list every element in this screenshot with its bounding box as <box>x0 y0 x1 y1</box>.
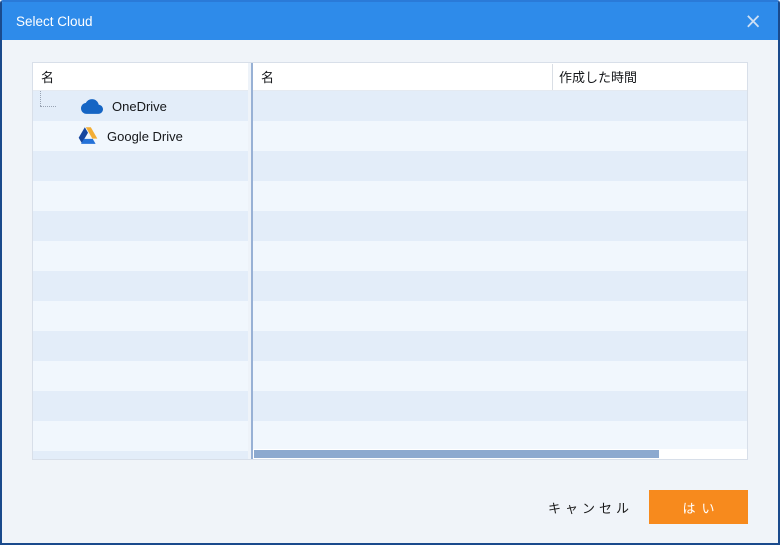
list-item-google-drive[interactable]: Google Drive <box>33 121 248 151</box>
empty-row <box>33 271 248 301</box>
titlebar: Select Cloud × <box>2 2 778 40</box>
empty-row <box>33 391 248 421</box>
empty-row <box>253 361 747 391</box>
empty-row <box>253 91 747 121</box>
files-table-header: 名 作成した時間 <box>253 63 747 91</box>
empty-row <box>253 211 747 241</box>
tree-connector <box>40 91 60 121</box>
list-item-onedrive[interactable]: OneDrive <box>33 91 248 121</box>
empty-row <box>33 331 248 361</box>
column-header-created-time[interactable]: 作成した時間 <box>559 70 638 85</box>
empty-row <box>253 391 747 421</box>
close-button[interactable]: × <box>742 8 764 33</box>
cloud-tree-list: OneDrive Google Drive <box>33 91 248 459</box>
empty-row <box>33 211 248 241</box>
ok-button[interactable]: はい <box>649 490 748 524</box>
horizontal-scrollbar[interactable] <box>253 449 747 459</box>
empty-row <box>253 331 747 361</box>
dialog-footer: キャンセル はい <box>542 488 748 526</box>
pane-splitter[interactable] <box>248 63 253 459</box>
google-drive-icon <box>78 127 98 144</box>
empty-row <box>253 421 747 449</box>
list-item-label: OneDrive <box>112 98 167 114</box>
empty-row <box>33 421 248 451</box>
empty-row <box>253 121 747 151</box>
empty-row <box>253 151 747 181</box>
empty-row <box>33 181 248 211</box>
cancel-button[interactable]: キャンセル <box>542 494 639 521</box>
tree-column-header-name[interactable]: 名 <box>33 63 248 91</box>
list-item-label: Google Drive <box>107 128 183 144</box>
column-header-name[interactable]: 名 <box>261 70 275 85</box>
empty-row <box>253 271 747 301</box>
empty-row <box>33 361 248 391</box>
empty-row <box>33 451 248 459</box>
empty-row <box>33 241 248 271</box>
dialog-title: Select Cloud <box>16 13 93 29</box>
close-icon: × <box>744 8 762 33</box>
onedrive-cloud-icon <box>81 98 103 114</box>
empty-row <box>253 301 747 331</box>
empty-row <box>33 301 248 331</box>
empty-row <box>253 181 747 211</box>
cloud-tree-pane: 名 OneDrive Google Drive <box>33 63 248 459</box>
files-table-body <box>253 91 747 449</box>
empty-row <box>253 241 747 271</box>
cloud-browser-panel: 名 OneDrive Google Drive <box>32 62 748 460</box>
tree-header-label: 名 <box>41 70 55 85</box>
cloud-files-pane: 名 作成した時間 <box>253 63 747 459</box>
horizontal-scrollbar-thumb[interactable] <box>254 450 660 458</box>
column-divider <box>552 63 553 90</box>
empty-row <box>33 151 248 181</box>
